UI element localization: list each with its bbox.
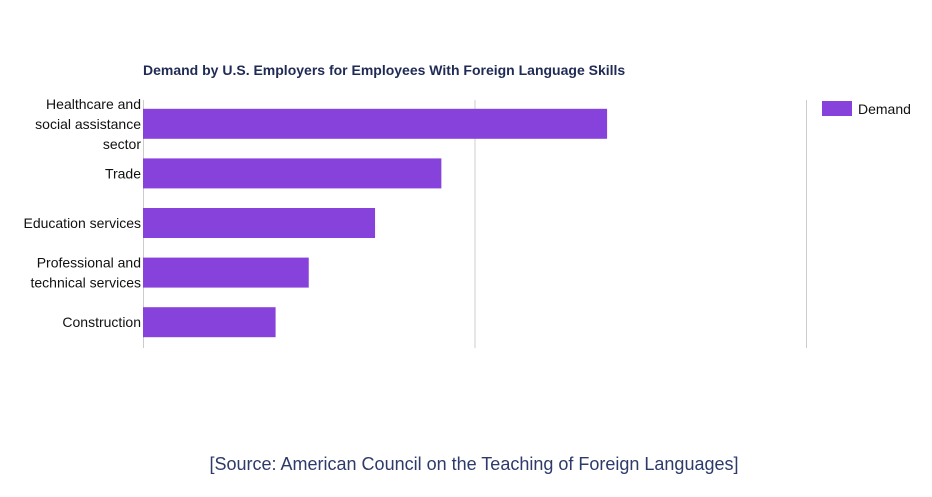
bar-2 [143, 208, 376, 238]
bars [143, 108, 608, 338]
category-label-1: Trade [105, 165, 141, 181]
chart-title: Demand by U.S. Employers for Employees W… [143, 62, 625, 78]
legend-label-demand: Demand [858, 101, 911, 117]
category-labels: Healthcare and social assistance sector Tra… [23, 96, 141, 330]
legend: Demand [822, 101, 911, 117]
legend-swatch-demand [822, 101, 852, 116]
source-note: [Source: American Council on the Teachin… [209, 454, 739, 474]
bar-3 [143, 257, 309, 288]
category-label-2: Education services [23, 215, 141, 231]
bar-0 [143, 108, 608, 139]
bar-1 [143, 158, 442, 189]
category-label-4: Construction [62, 314, 141, 330]
bar-4 [143, 307, 276, 338]
category-label-3: Professional and technical services [31, 255, 142, 291]
category-label-0: Healthcare and social assistance sector [35, 96, 141, 152]
